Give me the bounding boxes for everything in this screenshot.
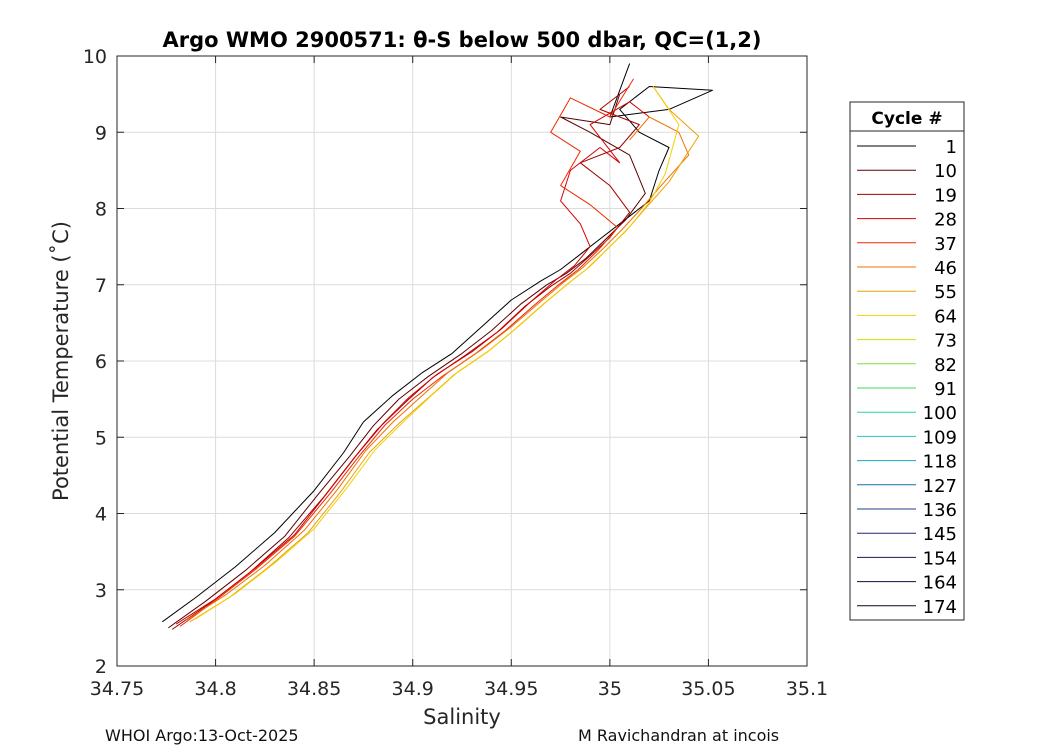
series-line-cycle-37 (179, 78, 634, 627)
x-tick-label: 35 (598, 678, 622, 700)
x-tick-label: 34.95 (484, 678, 538, 700)
legend-label-127: 127 (923, 476, 957, 497)
legend-label-91: 91 (934, 379, 957, 400)
chart-title: Argo WMO 2900571: θ-S below 500 dbar, QC… (163, 28, 762, 52)
legend-label-174: 174 (923, 597, 957, 618)
y-tick-label: 4 (95, 504, 107, 526)
legend-items: 1 10 19 28 37 46 55 64 73 82 91 100 109 118 127 136 145 1… (857, 137, 957, 618)
y-axis-label: Potential Temperature (˚C) (49, 221, 73, 501)
footer-credit: M Ravichandran at incois (578, 726, 780, 745)
x-tick-label: 35.1 (786, 678, 828, 700)
legend-label-100: 100 (923, 403, 957, 424)
y-tick-label: 9 (95, 122, 107, 144)
y-tick-label: 6 (95, 351, 107, 373)
legend-label-82: 82 (934, 355, 957, 376)
legend-label-109: 109 (923, 427, 957, 448)
series-line-cycle-10 (168, 93, 646, 629)
x-tick-label: 35.05 (681, 678, 735, 700)
legend-label-55: 55 (934, 282, 957, 303)
legend-label-19: 19 (934, 185, 957, 206)
series-line-cycle-19 (171, 86, 640, 630)
y-tick-label: 8 (95, 199, 107, 221)
series-line-cycle-1 (162, 63, 713, 623)
legend-label-164: 164 (923, 573, 957, 594)
legend: Cycle # 1 10 19 28 37 46 55 64 73 82 91 100 109 118 12… (849, 101, 965, 621)
legend-label-37: 37 (934, 234, 957, 255)
legend-label-118: 118 (923, 452, 957, 473)
legend-label-64: 64 (934, 306, 957, 327)
legend-label-73: 73 (934, 331, 957, 352)
y-tick-label: 3 (95, 580, 107, 602)
axis-ticks: 34.75 34.8 34.85 34.9 34.95 35 35.05 35.1 2 3 4 5 6 7… (83, 46, 828, 700)
legend-label-1: 1 (946, 137, 957, 158)
series-line-cycle-64 (195, 86, 680, 620)
series-line-cycle-28 (175, 101, 650, 625)
y-tick-label: 5 (95, 427, 107, 449)
x-tick-label: 34.9 (392, 678, 434, 700)
series-layer (162, 63, 713, 630)
legend-label-28: 28 (934, 210, 957, 231)
x-tick-label: 34.8 (194, 678, 236, 700)
series-line-cycle-46 (185, 116, 690, 621)
footer-source: WHOI Argo:13-Oct-2025 (105, 726, 299, 745)
x-axis-label: Salinity (423, 705, 501, 729)
x-tick-label: 34.75 (90, 678, 144, 700)
y-tick-label: 2 (95, 656, 107, 678)
legend-title: Cycle # (871, 109, 942, 129)
legend-label-154: 154 (923, 548, 957, 569)
y-tick-label: 10 (83, 46, 107, 68)
legend-label-46: 46 (934, 258, 957, 279)
y-tick-label: 7 (95, 275, 107, 297)
legend-label-136: 136 (923, 500, 957, 521)
legend-label-145: 145 (923, 524, 957, 545)
legend-label-10: 10 (934, 161, 957, 182)
x-tick-label: 34.85 (287, 678, 341, 700)
